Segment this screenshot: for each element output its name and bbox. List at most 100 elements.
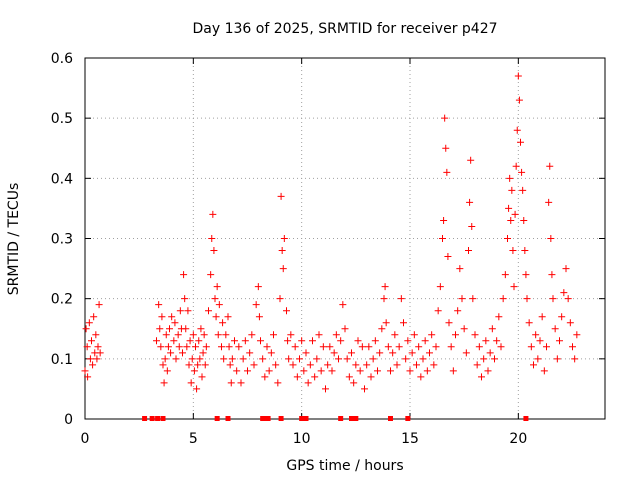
data-point bbox=[480, 355, 488, 363]
data-point bbox=[436, 283, 444, 291]
data-point bbox=[413, 361, 420, 369]
data-point bbox=[213, 283, 221, 291]
x-tick-label: 15 bbox=[401, 431, 419, 447]
data-point bbox=[569, 343, 576, 351]
data-point bbox=[410, 331, 418, 339]
data-point bbox=[176, 307, 184, 315]
data-point bbox=[519, 186, 527, 194]
data-point bbox=[540, 367, 548, 375]
data-point bbox=[553, 355, 561, 363]
data-point bbox=[189, 331, 197, 339]
data-point bbox=[389, 349, 397, 357]
data-point bbox=[192, 343, 199, 351]
data-point bbox=[423, 367, 431, 375]
data-point bbox=[354, 337, 362, 345]
data-point-zero bbox=[149, 416, 155, 421]
data-point bbox=[272, 361, 280, 369]
data-point bbox=[265, 367, 273, 375]
data-point bbox=[250, 361, 258, 369]
data-point bbox=[280, 235, 288, 242]
data-point bbox=[380, 295, 388, 303]
data-point bbox=[465, 247, 472, 255]
data-point bbox=[536, 337, 544, 345]
data-point bbox=[447, 343, 455, 351]
data-point bbox=[302, 349, 310, 357]
x-axis-label: GPS time / hours bbox=[286, 458, 403, 474]
data-point bbox=[444, 253, 452, 261]
data-point-zero bbox=[303, 416, 309, 421]
data-point bbox=[374, 367, 381, 375]
data-point bbox=[193, 385, 201, 393]
y-tick-label: 0.5 bbox=[51, 111, 73, 127]
data-point bbox=[166, 325, 173, 333]
data-point bbox=[289, 361, 297, 369]
data-point bbox=[315, 331, 323, 339]
data-point-zero bbox=[405, 416, 411, 421]
data-point bbox=[270, 331, 277, 339]
data-point bbox=[237, 379, 245, 387]
data-point bbox=[564, 295, 572, 303]
data-point bbox=[573, 331, 581, 339]
data-point bbox=[428, 331, 436, 339]
data-point bbox=[208, 235, 216, 242]
data-point bbox=[205, 307, 212, 315]
data-point bbox=[298, 337, 306, 345]
data-point bbox=[278, 247, 286, 255]
data-point bbox=[160, 379, 168, 387]
data-point bbox=[473, 361, 481, 369]
data-point bbox=[532, 331, 540, 339]
data-point bbox=[197, 325, 205, 333]
data-point bbox=[345, 373, 353, 381]
data-point bbox=[469, 295, 477, 303]
data-point bbox=[335, 355, 342, 363]
data-point bbox=[499, 295, 507, 303]
data-point bbox=[547, 235, 555, 242]
data-point bbox=[304, 379, 312, 387]
data-point bbox=[466, 198, 474, 206]
data-point bbox=[246, 349, 254, 357]
data-point bbox=[196, 355, 204, 363]
data-point bbox=[194, 361, 202, 369]
data-point bbox=[279, 265, 287, 273]
data-point bbox=[330, 349, 338, 357]
data-point bbox=[504, 235, 511, 242]
data-point bbox=[460, 325, 468, 333]
data-point bbox=[415, 343, 423, 351]
data-point bbox=[400, 319, 407, 327]
data-point bbox=[235, 343, 243, 351]
data-point bbox=[159, 361, 167, 369]
data-point bbox=[261, 373, 269, 381]
y-tick-label: 0.4 bbox=[51, 171, 73, 187]
data-point bbox=[181, 295, 189, 303]
data-point bbox=[179, 349, 186, 357]
data-point bbox=[163, 367, 171, 375]
data-point bbox=[319, 343, 327, 351]
data-point bbox=[421, 337, 429, 345]
data-point bbox=[291, 343, 299, 351]
data-point bbox=[225, 343, 233, 351]
data-point-zero bbox=[265, 416, 271, 421]
data-point bbox=[507, 216, 515, 224]
data-point bbox=[209, 210, 217, 218]
data-point bbox=[556, 337, 563, 345]
x-tick-label: 0 bbox=[81, 431, 90, 447]
data-point bbox=[523, 295, 531, 303]
data-point bbox=[458, 295, 466, 303]
data-point-zero bbox=[160, 416, 166, 421]
data-point bbox=[220, 355, 228, 363]
data-point bbox=[527, 343, 535, 351]
data-point bbox=[549, 295, 557, 303]
data-point bbox=[202, 343, 210, 351]
data-point bbox=[356, 367, 364, 375]
data-point bbox=[174, 331, 182, 339]
data-point bbox=[348, 349, 355, 357]
y-tick-label: 0.3 bbox=[51, 232, 73, 248]
data-point bbox=[560, 289, 568, 297]
data-point bbox=[239, 355, 247, 363]
data-point bbox=[263, 343, 271, 351]
data-point bbox=[254, 283, 262, 291]
data-point bbox=[228, 355, 236, 363]
y-tick-label: 0.1 bbox=[51, 352, 73, 368]
data-point bbox=[406, 367, 414, 375]
data-point bbox=[521, 247, 529, 255]
